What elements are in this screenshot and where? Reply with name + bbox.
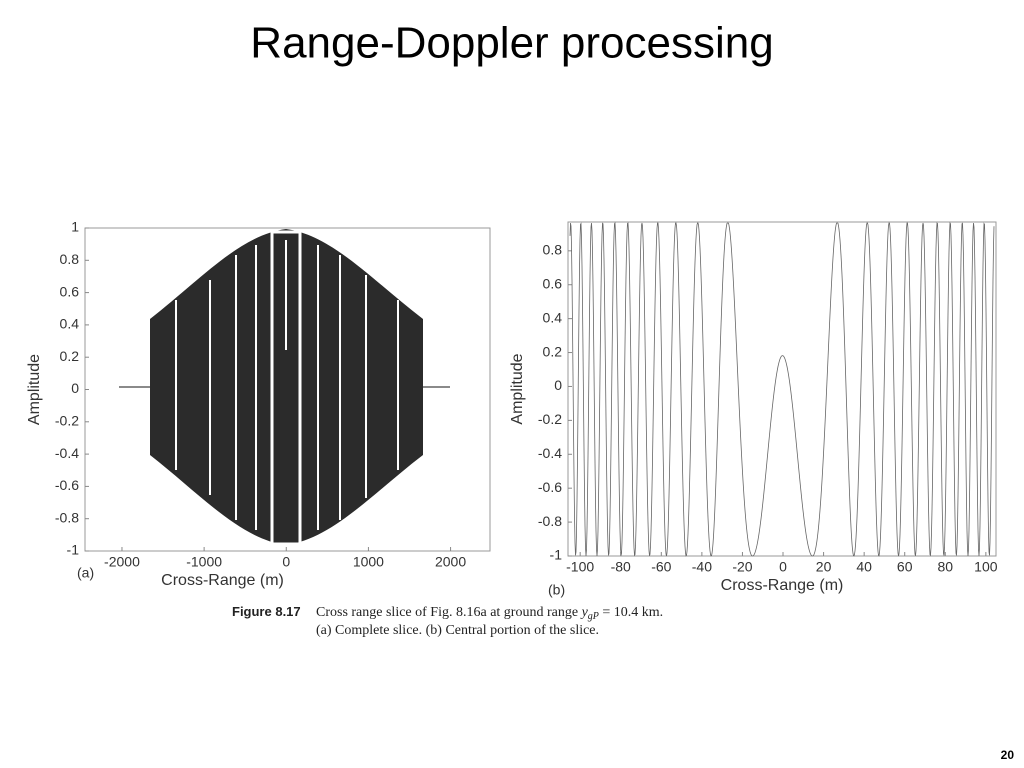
x-tick-label: -20 [732,559,752,575]
y-tick-label: 0.4 [543,309,563,325]
y-tick-label: -0.2 [538,411,562,427]
y-tick-label: -0.8 [538,513,562,529]
caption-line2: (a) Complete slice. (b) Central portion … [316,623,599,638]
x-tick-label: -2000 [104,554,140,570]
y-tick-label: 0.6 [60,283,80,299]
y-tick-label: 0.8 [60,251,80,267]
page-number: 20 [1001,748,1015,762]
x-axis-label: Cross-Range (m) [721,577,844,594]
y-tick-label: 0 [71,380,79,396]
y-tick-label: -0.6 [55,477,79,493]
x-tick-label: 2000 [435,554,466,570]
x-tick-label: 100 [974,559,998,575]
y-tick-label: -0.4 [538,445,562,461]
y-tick-label: 0.8 [543,242,563,258]
x-tick-label: 1000 [353,554,384,570]
x-tick-label: 40 [856,559,872,575]
y-tick-label: 1 [71,219,79,235]
slide-title: Range-Doppler processing [250,19,773,68]
caption-line1: Cross range slice of Fig. 8.16a at groun… [316,605,663,622]
panel-label: (a) [77,565,94,581]
y-tick-label: -0.6 [538,479,562,495]
y-tick-label: 0 [554,377,562,393]
panel-label: (b) [548,582,565,598]
x-tick-label: -80 [611,559,631,575]
y-tick-label: -0.2 [55,413,79,429]
x-tick-label: 20 [816,559,832,575]
x-tick-label: -60 [651,559,671,575]
waveform-b [569,221,995,557]
y-axis-label: Amplitude [26,354,43,425]
x-tick-label: -40 [692,559,712,575]
x-tick-label: 60 [897,559,913,575]
caption-label: Figure 8.17 [232,604,301,619]
waveform-a [119,229,450,546]
y-tick-label: 0.4 [60,316,80,332]
y-tick-label: -1 [550,547,563,563]
x-tick-label: 0 [779,559,787,575]
y-tick-label: 0.6 [543,275,563,291]
y-tick-label: -1 [67,542,80,558]
y-axis-label: Amplitude [509,353,526,424]
y-tick-label: 0.2 [60,348,80,364]
x-axis-label: Cross-Range (m) [161,572,284,589]
y-tick-label: 0.2 [543,343,563,359]
y-tick-label: -0.4 [55,445,79,461]
x-tick-label: 0 [282,554,290,570]
x-tick-label: 80 [938,559,954,575]
plot-frame [567,221,997,557]
x-tick-label: -1000 [186,554,222,570]
x-tick-label: -100 [566,559,594,575]
y-tick-label: -0.8 [55,509,79,525]
